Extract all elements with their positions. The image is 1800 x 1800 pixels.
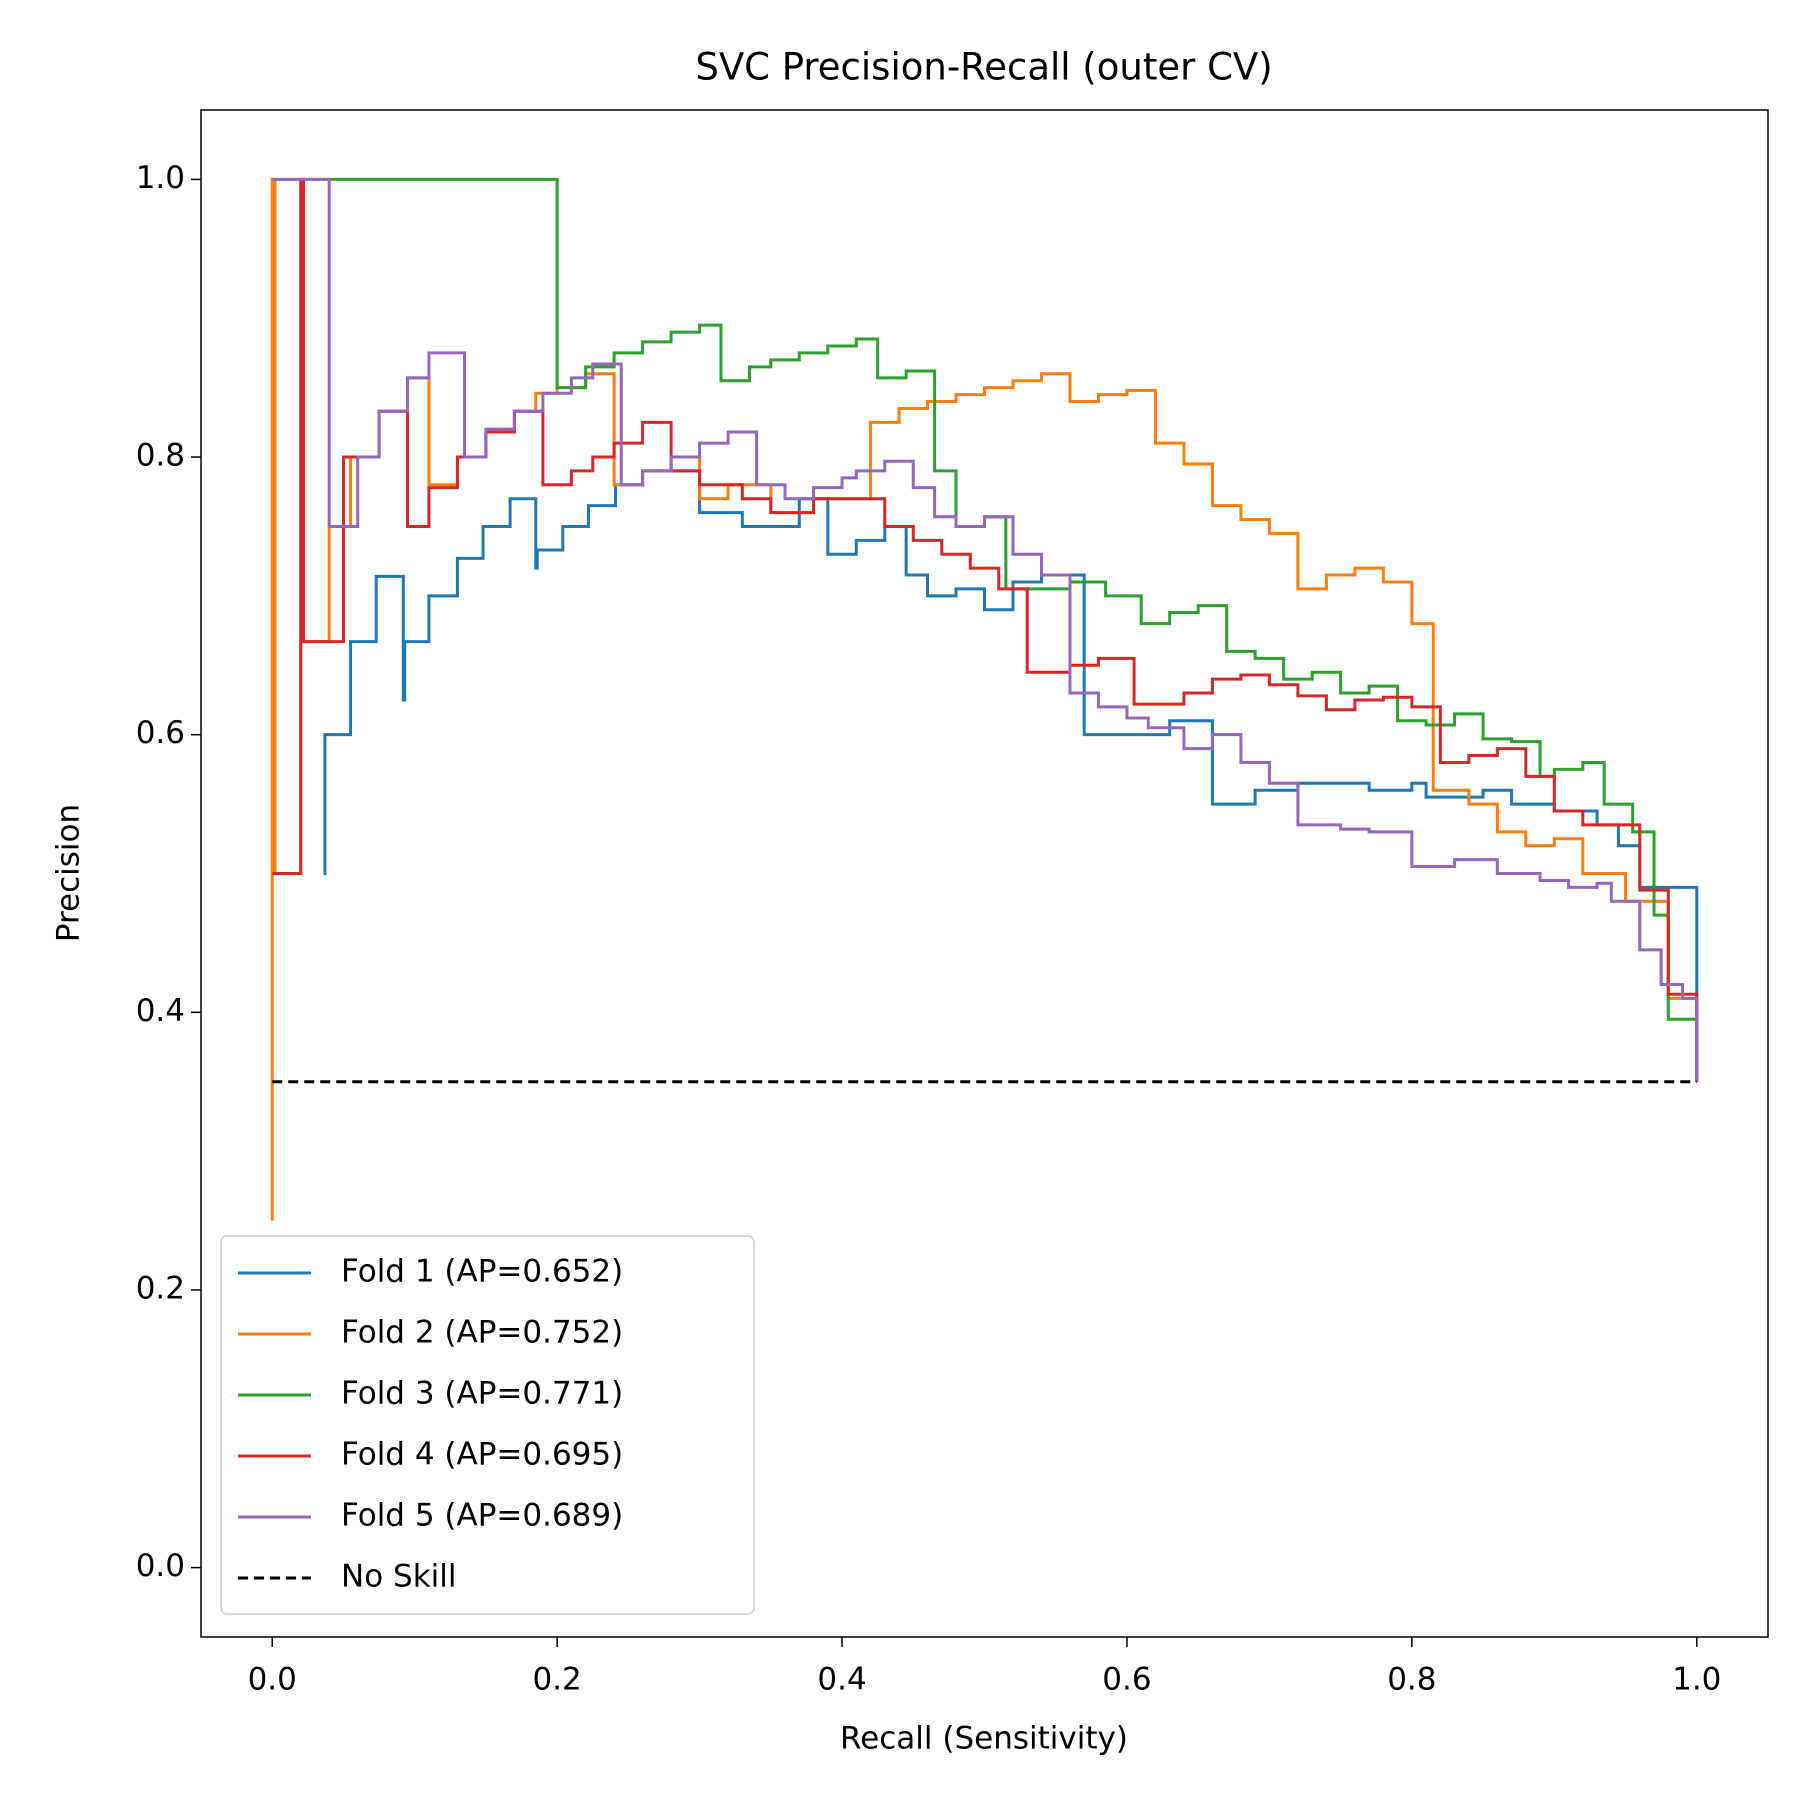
legend-label: Fold 3 (AP=0.771) (341, 1376, 623, 1412)
x-tick-label: 0.0 (248, 1662, 297, 1698)
x-tick-label: 0.4 (817, 1662, 866, 1698)
y-tick-label: 0.0 (136, 1548, 185, 1584)
y-tick-label: 0.4 (136, 993, 185, 1029)
pr-curve (272, 177, 1699, 1082)
y-tick-label: 0.8 (136, 438, 185, 474)
legend-label: Fold 1 (AP=0.652) (341, 1254, 623, 1290)
chart-title: SVC Precision-Recall (outer CV) (695, 46, 1272, 89)
x-axis-label: Recall (Sensitivity) (840, 1721, 1128, 1757)
x-tick-label: 0.6 (1102, 1662, 1151, 1698)
legend-label: Fold 5 (AP=0.689) (341, 1498, 623, 1534)
legend-label: No Skill (341, 1559, 456, 1595)
legend-box (220, 1235, 755, 1615)
x-tick-label: 0.2 (532, 1662, 581, 1698)
plot-frame (200, 109, 1769, 1638)
y-axis-label: Precision (51, 804, 87, 942)
legend-label: Fold 4 (AP=0.695) (341, 1437, 623, 1473)
y-tick-label: 1.0 (136, 160, 185, 196)
y-tick-label: 0.6 (136, 715, 185, 751)
x-tick-label: 0.8 (1387, 1662, 1436, 1698)
y-tick-label: 0.2 (136, 1270, 185, 1306)
x-tick-label: 1.0 (1672, 1662, 1721, 1698)
legend-label: Fold 2 (AP=0.752) (341, 1315, 623, 1351)
